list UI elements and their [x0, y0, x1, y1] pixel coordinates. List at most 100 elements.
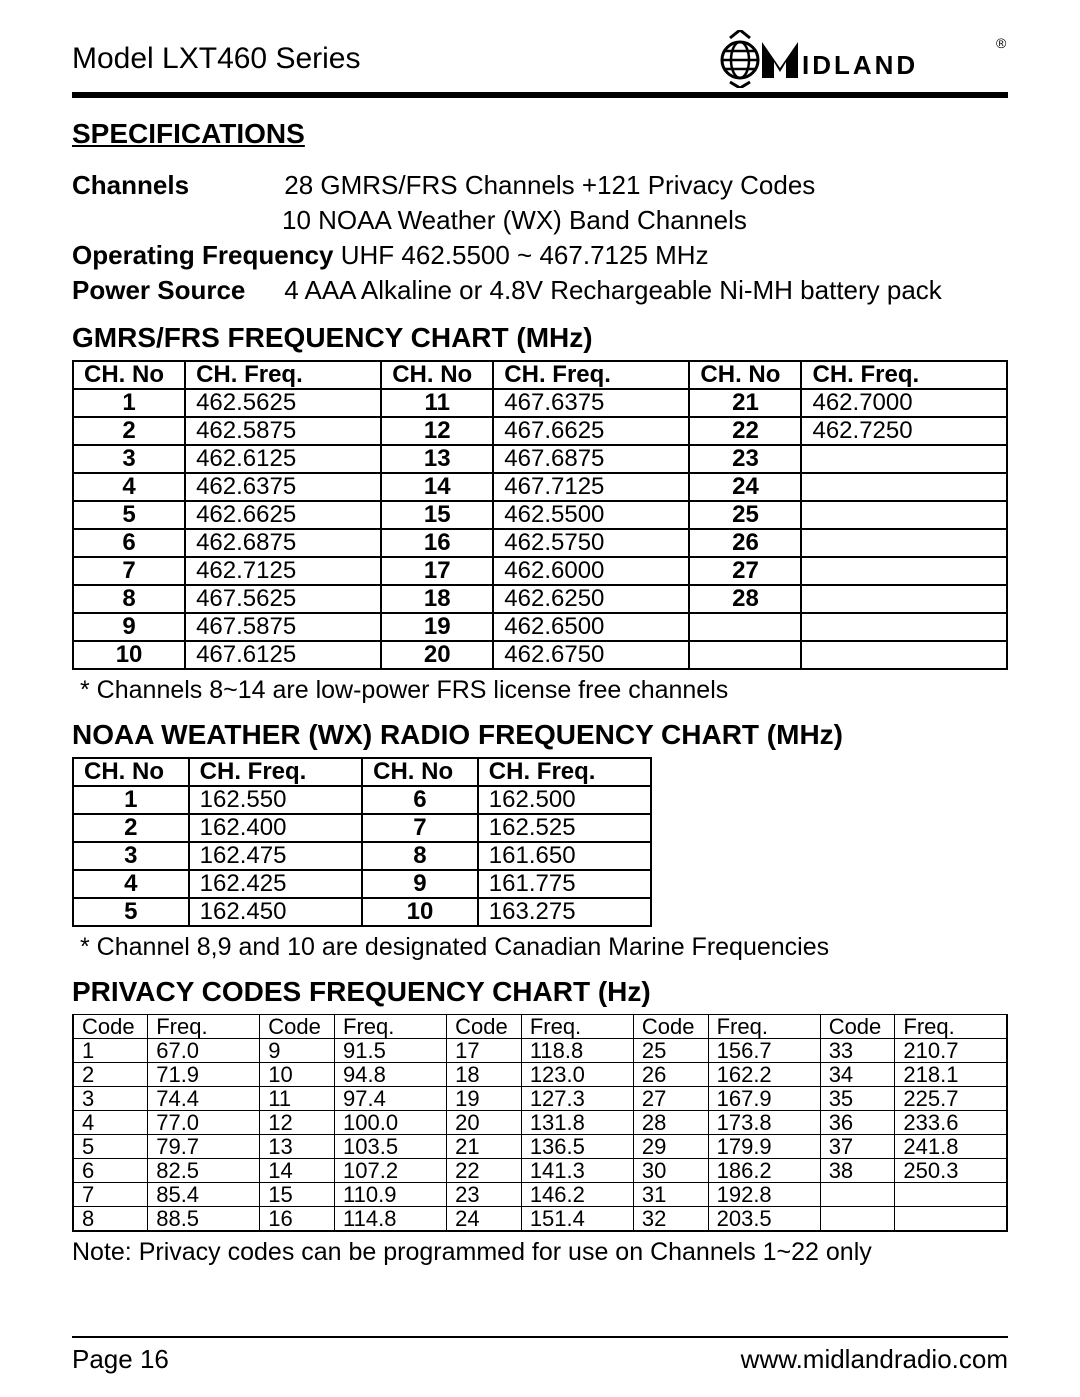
gmrs-header-cell: CH. Freq. — [801, 361, 1007, 389]
brand-logo: IDLAND ® — [718, 30, 1008, 88]
table-row: 2462.587512467.662522462.7250 — [73, 417, 1007, 445]
ch-no-cell: 1 — [73, 786, 189, 814]
channels-value-1: 28 GMRS/FRS Channels +121 Privacy Codes — [284, 170, 815, 200]
freq-cell: 85.4 — [148, 1183, 260, 1207]
ch-freq-cell: 161.775 — [478, 870, 652, 898]
code-cell: 38 — [820, 1159, 895, 1183]
freq-cell: 82.5 — [148, 1159, 260, 1183]
table-row: 7462.712517462.600027 — [73, 557, 1007, 585]
table-row: 785.415110.923146.231192.8 — [73, 1183, 1007, 1207]
priv-header-cell: Freq. — [895, 1015, 1007, 1039]
ch-no-cell: 11 — [381, 389, 493, 417]
table-row: 3162.4758161.650 — [73, 842, 651, 870]
freq-cell: 241.8 — [895, 1135, 1007, 1159]
ch-no-cell: 9 — [362, 870, 478, 898]
freq-cell: 103.5 — [335, 1135, 447, 1159]
ch-no-cell: 5 — [73, 501, 185, 529]
freq-cell: 192.8 — [708, 1183, 820, 1207]
ch-freq-cell — [801, 529, 1007, 557]
ch-freq-cell: 162.525 — [478, 814, 652, 842]
table-row: 6462.687516462.575026 — [73, 529, 1007, 557]
freq-cell: 77.0 — [148, 1111, 260, 1135]
code-cell: 37 — [820, 1135, 895, 1159]
ch-no-cell: 21 — [689, 389, 801, 417]
privacy-footnote: Note: Privacy codes can be programmed fo… — [72, 1238, 1008, 1267]
ch-freq-cell: 462.7000 — [801, 389, 1007, 417]
ch-freq-cell: 467.5875 — [185, 613, 381, 641]
code-cell: 28 — [633, 1111, 708, 1135]
model-title: Model LXT460 Series — [72, 42, 361, 76]
channels-value-2: 10 NOAA Weather (WX) Band Channels — [72, 203, 1008, 238]
ch-freq-cell: 162.550 — [189, 786, 362, 814]
ch-no-cell — [689, 613, 801, 641]
gmrs-header-cell: CH. Freq. — [185, 361, 381, 389]
freq-cell: 97.4 — [335, 1087, 447, 1111]
ch-no-cell: 14 — [381, 473, 493, 501]
ch-no-cell — [689, 641, 801, 669]
ch-freq-cell: 462.6625 — [185, 501, 381, 529]
freq-cell: 67.0 — [148, 1039, 260, 1063]
noaa-heading: NOAA WEATHER (WX) RADIO FREQUENCY CHART … — [72, 719, 1008, 751]
privacy-heading: PRIVACY CODES FREQUENCY CHART (Hz) — [72, 976, 1008, 1008]
ch-freq-cell: 462.6375 — [185, 473, 381, 501]
registered-mark: ® — [996, 35, 1007, 51]
freq-cell: 79.7 — [148, 1135, 260, 1159]
code-cell: 25 — [633, 1039, 708, 1063]
ch-no-cell: 8 — [362, 842, 478, 870]
ch-freq-cell: 462.6000 — [493, 557, 689, 585]
freq-cell: 218.1 — [895, 1063, 1007, 1087]
header-row: Model LXT460 Series IDLAND ® — [72, 30, 1008, 88]
code-cell: 13 — [260, 1135, 335, 1159]
ch-no-cell: 10 — [362, 898, 478, 926]
code-cell: 11 — [260, 1087, 335, 1111]
op-freq-label: Operating Frequency — [72, 240, 334, 270]
ch-freq-cell: 462.7250 — [801, 417, 1007, 445]
priv-header-cell: Code — [73, 1015, 148, 1039]
gmrs-footnote: * Channels 8~14 are low-power FRS licens… — [80, 676, 1008, 705]
table-row: 3462.612513467.687523 — [73, 445, 1007, 473]
table-row: 167.0991.517118.825156.733210.7 — [73, 1039, 1007, 1063]
noaa-header-cell: CH. Freq. — [189, 758, 362, 786]
priv-header-cell: Freq. — [148, 1015, 260, 1039]
ch-freq-cell — [801, 557, 1007, 585]
gmrs-header-cell: CH. No — [73, 361, 185, 389]
code-cell: 8 — [73, 1207, 148, 1231]
priv-header-cell: Freq. — [335, 1015, 447, 1039]
code-cell: 19 — [447, 1087, 522, 1111]
freq-cell: 127.3 — [521, 1087, 633, 1111]
table-row: 888.516114.824151.432203.5 — [73, 1207, 1007, 1231]
ch-freq-cell: 162.475 — [189, 842, 362, 870]
ch-no-cell: 16 — [381, 529, 493, 557]
midland-logo-icon: IDLAND ® — [718, 30, 1008, 88]
ch-no-cell: 25 — [689, 501, 801, 529]
code-cell: 14 — [260, 1159, 335, 1183]
table-row: 2162.4007162.525 — [73, 814, 651, 842]
table-row: 5162.45010163.275 — [73, 898, 651, 926]
priv-header-cell: Code — [260, 1015, 335, 1039]
gmrs-header-cell: CH. No — [381, 361, 493, 389]
ch-no-cell: 3 — [73, 842, 189, 870]
gmrs-table: CH. NoCH. Freq.CH. NoCH. Freq.CH. NoCH. … — [72, 360, 1008, 670]
table-row: 4462.637514467.712524 — [73, 473, 1007, 501]
freq-cell: 173.8 — [708, 1111, 820, 1135]
ch-no-cell: 4 — [73, 870, 189, 898]
footer-rule — [72, 1336, 1008, 1338]
noaa-header-cell: CH. No — [73, 758, 189, 786]
code-cell: 36 — [820, 1111, 895, 1135]
ch-no-cell: 5 — [73, 898, 189, 926]
ch-no-cell: 6 — [73, 529, 185, 557]
ch-freq-cell: 467.6375 — [493, 389, 689, 417]
ch-freq-cell: 467.6625 — [493, 417, 689, 445]
ch-freq-cell: 161.650 — [478, 842, 652, 870]
ch-freq-cell: 162.400 — [189, 814, 362, 842]
code-cell: 4 — [73, 1111, 148, 1135]
ch-no-cell: 23 — [689, 445, 801, 473]
freq-cell — [895, 1183, 1007, 1207]
noaa-footnote: * Channel 8,9 and 10 are designated Cana… — [80, 933, 1008, 962]
privacy-table: CodeFreq.CodeFreq.CodeFreq.CodeFreq.Code… — [72, 1014, 1008, 1232]
ch-freq-cell: 162.500 — [478, 786, 652, 814]
ch-freq-cell — [801, 501, 1007, 529]
table-row: 5462.662515462.550025 — [73, 501, 1007, 529]
code-cell: 12 — [260, 1111, 335, 1135]
priv-header-cell: Code — [633, 1015, 708, 1039]
